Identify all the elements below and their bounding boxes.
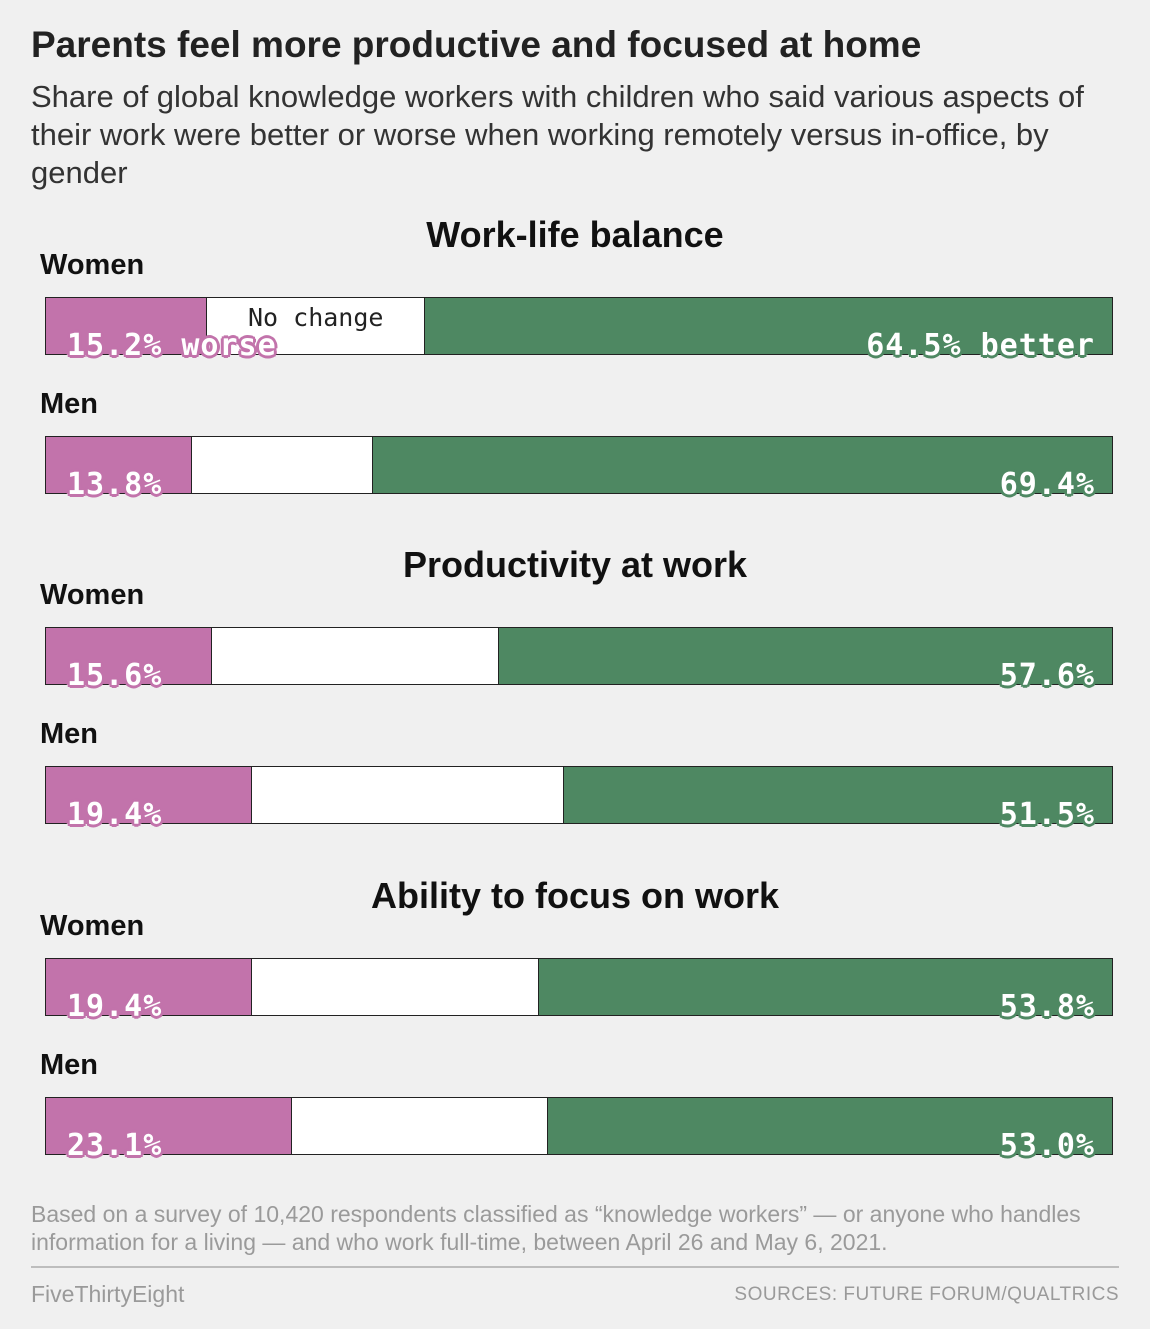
row-label-men: Men [40, 718, 98, 750]
row-label-men: Men [40, 388, 98, 420]
panel-title: Work-life balance [426, 214, 724, 255]
stacked-bar: No change 15.2% worse 64.5% better [45, 297, 1113, 362]
bar-segment-no-change [191, 436, 373, 494]
bar-segment-worse [45, 436, 193, 494]
bar-segment-better [424, 297, 1113, 355]
better-value-label: 57.6% [999, 658, 1095, 693]
bar-segment-better [538, 958, 1113, 1016]
panel-title: Ability to focus on work [370, 875, 779, 916]
better-value-label: 69.4% [999, 467, 1095, 502]
footer-divider [31, 1266, 1119, 1268]
worse-value-label: 13.8% [67, 467, 163, 502]
row-label-women: Women [40, 910, 145, 942]
chart-subtitle: Share of global knowledge workers with c… [31, 79, 1084, 190]
panel-title: Productivity at work [402, 544, 748, 585]
stacked-bar: 19.4% 53.8% [45, 958, 1113, 1023]
bar-segment-better [371, 436, 1113, 494]
chart-title: Parents feel more productive and focused… [31, 24, 922, 65]
better-value-label: 51.5% [999, 797, 1095, 832]
bar-segment-worse [45, 297, 208, 355]
footnote: Based on a survey of 10,420 respondents … [31, 1201, 1081, 1255]
better-value-label: 53.0% [999, 1128, 1095, 1163]
no-change-label: No change [247, 303, 384, 332]
row-label-women: Women [40, 579, 145, 611]
bar-segment-better [562, 766, 1113, 824]
bar-segment-no-change [290, 1097, 548, 1155]
worse-value-label: 19.4% [67, 989, 163, 1024]
source-credit: SOURCES: FUTURE FORUM/QUALTRICS [734, 1284, 1119, 1305]
better-value-label: 64.5% better [866, 328, 1095, 363]
bar-segment-worse [45, 766, 253, 824]
better-value-label: 53.8% [999, 989, 1095, 1024]
worse-value-label: 19.4% [67, 797, 163, 832]
row-label-men: Men [40, 1049, 98, 1081]
stacked-bar: 13.8% 69.4% [45, 436, 1113, 501]
worse-value-label: 15.6% [67, 658, 163, 693]
bar-segment-better [546, 1097, 1113, 1155]
stacked-bar: 23.1% 53.0% [45, 1097, 1113, 1162]
bar-segment-no-change [210, 627, 499, 685]
bar-segment-no-change [251, 766, 564, 824]
worse-value-label: 23.1% [67, 1128, 163, 1163]
bar-segment-better [497, 627, 1113, 685]
worse-value-label: 15.2% worse [67, 328, 277, 363]
row-label-women: Women [40, 249, 145, 281]
bar-segment-worse [45, 958, 253, 1016]
bar-segment-worse [45, 627, 212, 685]
stacked-bar: 19.4% 51.5% [45, 766, 1113, 831]
brand-credit: FiveThirtyEight [31, 1281, 185, 1307]
bar-segment-no-change [251, 958, 540, 1016]
stacked-bar: 15.6% 57.6% [45, 627, 1113, 692]
bar-segment-worse [45, 1097, 292, 1155]
